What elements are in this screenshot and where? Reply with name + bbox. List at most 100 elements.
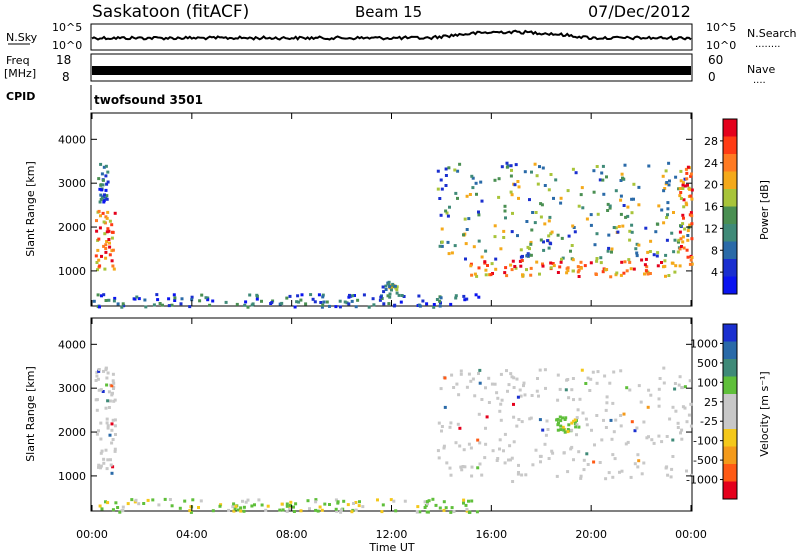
velocity-point: [578, 397, 582, 401]
power-frame: [90, 112, 693, 307]
power-region: [92, 293, 481, 309]
velocity-point: [231, 505, 235, 509]
power-point: [513, 265, 517, 268]
power-point: [559, 201, 563, 205]
power-point: [614, 273, 618, 277]
power-point: [679, 169, 683, 173]
power-point: [98, 264, 102, 268]
power-point: [519, 264, 523, 268]
velocity-point: [316, 509, 320, 513]
power-point: [646, 272, 650, 276]
velocity-point: [97, 368, 101, 371]
velocity-point: [477, 412, 481, 416]
power-point: [102, 244, 106, 248]
power-point: [388, 285, 392, 289]
power-point: [463, 298, 467, 302]
power-point: [599, 261, 603, 265]
power-point: [571, 258, 575, 262]
velocity-point: [687, 413, 691, 417]
power-point: [425, 302, 429, 306]
velocity-point: [381, 503, 385, 507]
power-point: [516, 234, 519, 238]
velocity-point: [108, 399, 112, 403]
velocity-point: [335, 509, 339, 513]
power-point: [511, 211, 514, 215]
power-point: [677, 238, 681, 242]
power-point: [685, 248, 689, 252]
power-point: [513, 183, 517, 187]
velocity-point: [512, 402, 515, 406]
power-point: [499, 247, 503, 251]
velocity-point: [522, 384, 525, 388]
velocity-point: [500, 398, 504, 402]
velocity-point: [575, 433, 578, 437]
power-point: [665, 181, 669, 184]
power-point: [285, 296, 289, 300]
power-point: [104, 247, 108, 250]
power-point: [689, 174, 693, 178]
velocity-point: [484, 386, 487, 390]
power-point: [690, 222, 694, 226]
velocity-point: [635, 426, 639, 430]
velocity-point: [264, 508, 268, 512]
velocity-point: [118, 510, 122, 514]
velocity-point: [460, 468, 464, 472]
power-point: [108, 241, 111, 245]
velocity-point: [564, 388, 568, 392]
velocity-frame: [90, 317, 693, 512]
power-point: [444, 184, 448, 187]
velocity-point: [470, 474, 474, 478]
power-point: [681, 235, 685, 239]
power-point: [660, 208, 664, 212]
velocity-point: [499, 402, 503, 406]
velocity-point: [380, 510, 384, 514]
velocity-point: [95, 432, 99, 436]
velocity-point: [557, 421, 560, 425]
velocity-point: [285, 504, 289, 508]
velocity-point: [529, 416, 533, 420]
velocity-point: [97, 388, 101, 392]
velocity-point: [109, 458, 112, 462]
velocity-point: [551, 451, 555, 455]
power-point: [379, 295, 383, 299]
power-point: [543, 184, 547, 187]
power-point: [661, 174, 665, 178]
power-point: [321, 295, 325, 299]
velocity-point: [458, 444, 462, 448]
power-point: [321, 293, 325, 297]
power-point: [161, 303, 164, 307]
velocity-point: [541, 428, 545, 432]
velocity-point: [522, 381, 526, 385]
velocity-point: [244, 500, 248, 504]
power-point: [99, 198, 103, 201]
velocity-point: [469, 446, 473, 450]
x-tick-label: 20:00: [575, 528, 607, 541]
power-point: [605, 175, 608, 179]
velocity-point: [116, 506, 120, 509]
velocity-point: [509, 372, 513, 376]
velocity-colorbar-swatch: [723, 446, 737, 465]
velocity-point: [448, 466, 452, 470]
power-point: [436, 169, 440, 173]
power-point: [622, 204, 626, 207]
velocity-point: [459, 369, 463, 373]
power-point: [200, 293, 204, 297]
velocity-colorbar-tick-label: 500: [697, 357, 718, 370]
velocity-point: [423, 506, 427, 509]
velocity-colorbar: 1000 500 100 25 -25 -100 -500 -1000: [686, 323, 738, 500]
velocity-point: [463, 465, 467, 469]
power-point: [296, 294, 300, 298]
velocity-point: [491, 449, 495, 453]
nsearch-tick-top: 10^5: [706, 21, 736, 34]
velocity-point: [678, 375, 682, 379]
power-point: [300, 293, 304, 297]
power-point: [519, 248, 523, 252]
velocity-point: [465, 385, 469, 389]
velocity-point: [559, 419, 563, 423]
power-point: [566, 189, 570, 193]
velocity-point: [581, 411, 585, 415]
velocity-point: [660, 440, 664, 444]
power-point: [630, 197, 634, 201]
velocity-point: [668, 417, 672, 421]
power-point: [504, 216, 507, 220]
